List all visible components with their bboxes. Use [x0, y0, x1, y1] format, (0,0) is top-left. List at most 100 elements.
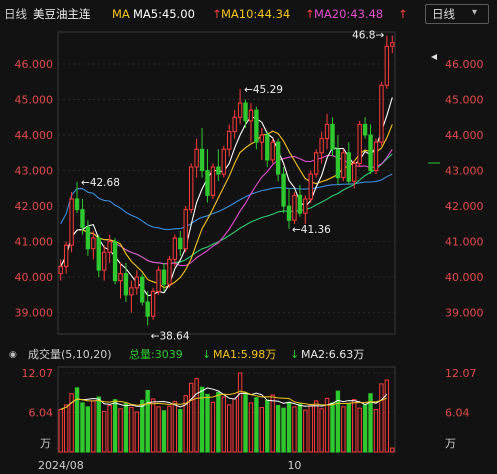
- up-arrow-icon: ↑: [212, 7, 222, 21]
- volume-ma10-line: [60, 390, 387, 410]
- volume-tick-label-right: 12.07: [445, 367, 477, 380]
- high-annotation: 46.8→: [352, 30, 384, 42]
- candle-up: [194, 148, 199, 168]
- y-tick-label: 44.000: [15, 129, 54, 142]
- candle-up: [227, 130, 232, 150]
- volume-bar-up: [314, 400, 319, 453]
- candle-up: [270, 141, 275, 161]
- candle-down: [297, 194, 303, 214]
- y-tick-label-right: 43.000: [445, 165, 484, 178]
- candle-down: [112, 241, 118, 282]
- candle-up: [390, 42, 395, 47]
- volume-bar-up: [319, 408, 324, 453]
- volume-bar-down: [199, 386, 205, 453]
- volume-bar-down: [330, 402, 335, 453]
- down-arrow-icon: ↓: [290, 348, 299, 361]
- volume-bar-down: [80, 402, 85, 453]
- candle-up: [102, 251, 107, 271]
- volume-bar-down: [74, 387, 80, 453]
- candle-up: [248, 109, 254, 122]
- volume-tick-label: 6.04: [29, 406, 54, 419]
- y-tick-label-right: 46.000: [445, 58, 484, 71]
- ma5-value: MA5:45.00: [133, 7, 195, 21]
- candle-up: [188, 166, 194, 211]
- volume-bar-up: [324, 397, 330, 453]
- candle-up: [58, 265, 63, 275]
- volume-label: 成交量(5,10,20): [28, 347, 112, 361]
- volume-bar-down: [362, 404, 368, 453]
- volume-bar-down: [265, 399, 270, 453]
- candle-down: [335, 148, 341, 179]
- candle-down: [178, 237, 183, 250]
- volume-bar-up: [194, 378, 199, 453]
- volume-bar-down: [140, 399, 145, 453]
- candle-up: [352, 162, 357, 182]
- up-arrow-icon: ↑: [305, 7, 315, 21]
- candle-up: [373, 141, 379, 172]
- candle-up: [379, 84, 384, 143]
- volume-bar-down: [335, 390, 341, 453]
- volume-ma2: MA2:6.63万: [301, 348, 364, 361]
- volume-bar-up: [150, 398, 156, 453]
- y-tick-label-right: 42.000: [445, 200, 484, 213]
- volume-bar-down: [161, 410, 167, 453]
- volume-bar-up: [183, 395, 188, 453]
- candle-up: [69, 198, 74, 246]
- volume-bar-up: [58, 408, 63, 453]
- candle-up: [63, 244, 69, 267]
- candle-up: [91, 237, 96, 250]
- volume-bar-down: [254, 397, 259, 453]
- instrument-name: 美豆油主连: [33, 7, 91, 21]
- period-select[interactable]: 日线 ▾: [425, 4, 489, 24]
- candle-down: [368, 134, 373, 172]
- y-tick-label-right: 41.000: [445, 236, 484, 249]
- volume-bar-down: [275, 405, 281, 453]
- candle-down: [243, 102, 248, 122]
- volume-bar-up: [172, 401, 178, 453]
- volume-bar-up: [384, 379, 390, 453]
- period-tag: 日线: [4, 7, 27, 21]
- volume-bar-up: [188, 382, 194, 453]
- chart-header: 日线 美豆油主连 MA MA5:45.00 ↑ MA10:44.34 ↑ MA2…: [0, 0, 497, 28]
- candle-up: [232, 116, 237, 132]
- volume-panel-frame: [57, 366, 396, 453]
- volume-bar-up: [221, 396, 226, 453]
- volume-bar-up: [379, 383, 384, 453]
- low-annotation: ←38.64: [151, 330, 190, 342]
- candle-down: [362, 123, 368, 136]
- y-tick-label: 40.000: [15, 271, 54, 284]
- period-select-label: 日线: [432, 7, 455, 21]
- candle-up: [237, 102, 243, 118]
- candle-down: [205, 170, 210, 196]
- left-annotation: ←42.68: [81, 177, 120, 189]
- candle-up: [107, 241, 112, 253]
- volume-bar-down: [85, 406, 91, 453]
- candle-up: [357, 123, 362, 164]
- y-tick-label-right: 45.000: [445, 94, 484, 107]
- candle-down: [96, 237, 101, 271]
- candle-up: [221, 148, 226, 175]
- volume-bar-down: [145, 389, 150, 453]
- volume-bar-up: [357, 407, 362, 453]
- volume-bar-up: [102, 410, 107, 453]
- volume-bar-up: [390, 447, 395, 453]
- low-mid-annotation: ←41.36: [292, 224, 331, 236]
- volume-total: 总量:3039: [129, 347, 183, 361]
- volume-bar-down: [216, 391, 221, 453]
- candle-up: [319, 138, 324, 154]
- candle-down: [275, 141, 281, 175]
- volume-bar-up: [248, 402, 254, 453]
- y-tick-label: 43.000: [15, 165, 54, 178]
- candle-up: [384, 45, 390, 86]
- candle-down: [74, 198, 80, 211]
- volume-bar-up: [134, 411, 139, 453]
- volume-bar-down: [297, 403, 303, 453]
- candle-up: [314, 152, 319, 175]
- volume-bar-up: [156, 406, 161, 453]
- last-price-marker-icon: [431, 54, 437, 60]
- candle-down: [265, 134, 270, 161]
- volume-bar-up: [107, 405, 112, 453]
- down-arrow-icon: ↓: [202, 348, 211, 361]
- volume-bar-up: [69, 393, 74, 453]
